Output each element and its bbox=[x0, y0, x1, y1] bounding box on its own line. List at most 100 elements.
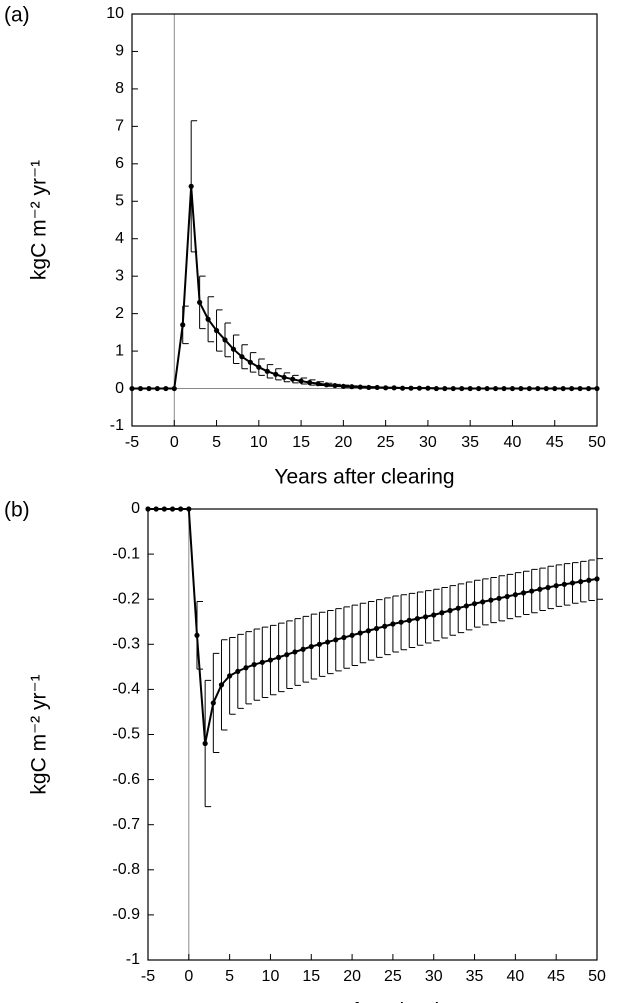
x-tick-label: 10 bbox=[250, 434, 268, 451]
data-point bbox=[341, 634, 347, 641]
y-tick-label: 2 bbox=[115, 305, 124, 322]
x-tick-label: 5 bbox=[212, 434, 221, 451]
y-tick-label: 0 bbox=[131, 500, 140, 517]
data-point bbox=[535, 385, 541, 392]
data-point bbox=[235, 668, 241, 674]
x-tick-label: 40 bbox=[506, 968, 524, 985]
y-tick-label: 6 bbox=[115, 155, 124, 172]
data-point bbox=[509, 385, 516, 392]
data-point bbox=[577, 385, 583, 392]
x-tick-label: -5 bbox=[141, 968, 155, 985]
data-point bbox=[205, 316, 211, 322]
data-point bbox=[129, 385, 135, 392]
data-point bbox=[186, 506, 192, 512]
plot-frame bbox=[131, 13, 598, 427]
data-point bbox=[442, 385, 448, 392]
x-tick-label: 45 bbox=[546, 434, 564, 451]
y-tick-label: -0.1 bbox=[112, 545, 140, 562]
data-point bbox=[306, 379, 313, 386]
x-tick-label: 0 bbox=[170, 434, 179, 451]
data-point bbox=[251, 661, 257, 668]
data-point bbox=[594, 576, 600, 582]
data-point bbox=[471, 601, 478, 607]
y-tick-label: -0.5 bbox=[112, 726, 140, 743]
data-point bbox=[594, 385, 600, 392]
data-point bbox=[425, 385, 431, 391]
x-tick-label: 25 bbox=[377, 434, 395, 451]
data-point bbox=[560, 385, 566, 392]
data-point bbox=[284, 652, 290, 658]
x-tick-label: 25 bbox=[384, 968, 402, 985]
data-point bbox=[171, 385, 177, 392]
y-tick-label: -0.3 bbox=[112, 636, 140, 653]
x-tick-label: 30 bbox=[419, 434, 437, 451]
data-point bbox=[543, 385, 549, 392]
data-point bbox=[390, 621, 396, 627]
data-point bbox=[529, 588, 535, 594]
data-point bbox=[552, 385, 558, 392]
x-tick-label: 15 bbox=[292, 434, 310, 451]
x-tick-label: 10 bbox=[262, 968, 280, 985]
data-point bbox=[222, 337, 228, 343]
data-point bbox=[561, 581, 567, 587]
y-tick-label: 3 bbox=[115, 267, 124, 284]
data-point bbox=[333, 637, 339, 643]
data-point bbox=[459, 385, 465, 392]
data-point bbox=[145, 506, 151, 512]
data-point bbox=[227, 673, 233, 679]
data-point bbox=[308, 643, 314, 650]
data-point bbox=[496, 595, 502, 601]
data-point bbox=[163, 385, 169, 392]
data-point bbox=[383, 385, 389, 391]
data-point bbox=[492, 385, 499, 392]
y-tick-label: -0.6 bbox=[112, 771, 140, 788]
data-point bbox=[569, 385, 575, 392]
y-axis-label: kgC m⁻² yr⁻¹ bbox=[28, 674, 51, 794]
data-point bbox=[202, 740, 208, 747]
data-point bbox=[325, 639, 331, 645]
panel-label: (b) bbox=[4, 499, 30, 522]
data-point bbox=[349, 384, 355, 390]
x-tick-label: 5 bbox=[225, 968, 234, 985]
data-point bbox=[416, 385, 423, 391]
data-point bbox=[264, 368, 270, 374]
y-tick-label: 1 bbox=[115, 342, 124, 359]
y-tick-label: -0.4 bbox=[112, 681, 140, 698]
data-point bbox=[256, 364, 262, 370]
series-line bbox=[148, 508, 598, 744]
data-point bbox=[382, 623, 388, 629]
x-axis-label: Years after clearing bbox=[282, 1000, 462, 1003]
x-tick-label: 40 bbox=[504, 434, 522, 451]
data-point bbox=[316, 641, 323, 647]
y-tick-label: -0.8 bbox=[112, 861, 140, 878]
data-point bbox=[501, 385, 507, 392]
data-point bbox=[178, 506, 184, 512]
data-point bbox=[488, 597, 494, 603]
data-point bbox=[504, 593, 510, 600]
data-point bbox=[398, 619, 404, 625]
data-point bbox=[431, 612, 437, 618]
data-point bbox=[259, 659, 265, 665]
data-point bbox=[447, 607, 453, 614]
data-point bbox=[292, 649, 298, 655]
y-tick-label: -0.9 bbox=[112, 906, 140, 923]
data-point bbox=[357, 630, 363, 636]
data-point bbox=[210, 700, 216, 706]
data-point bbox=[480, 599, 486, 605]
data-point bbox=[180, 322, 186, 328]
x-tick-label: 35 bbox=[466, 968, 484, 985]
data-point bbox=[357, 384, 363, 390]
data-point bbox=[276, 654, 282, 660]
data-point bbox=[243, 665, 249, 671]
data-point bbox=[161, 506, 167, 512]
data-point bbox=[399, 385, 406, 391]
data-point bbox=[476, 385, 482, 392]
data-point bbox=[146, 385, 152, 392]
data-point bbox=[230, 346, 237, 352]
data-point bbox=[467, 385, 473, 392]
data-point bbox=[247, 359, 253, 365]
data-point bbox=[406, 617, 412, 623]
data-point bbox=[408, 385, 414, 391]
y-tick-label: 7 bbox=[115, 118, 124, 135]
